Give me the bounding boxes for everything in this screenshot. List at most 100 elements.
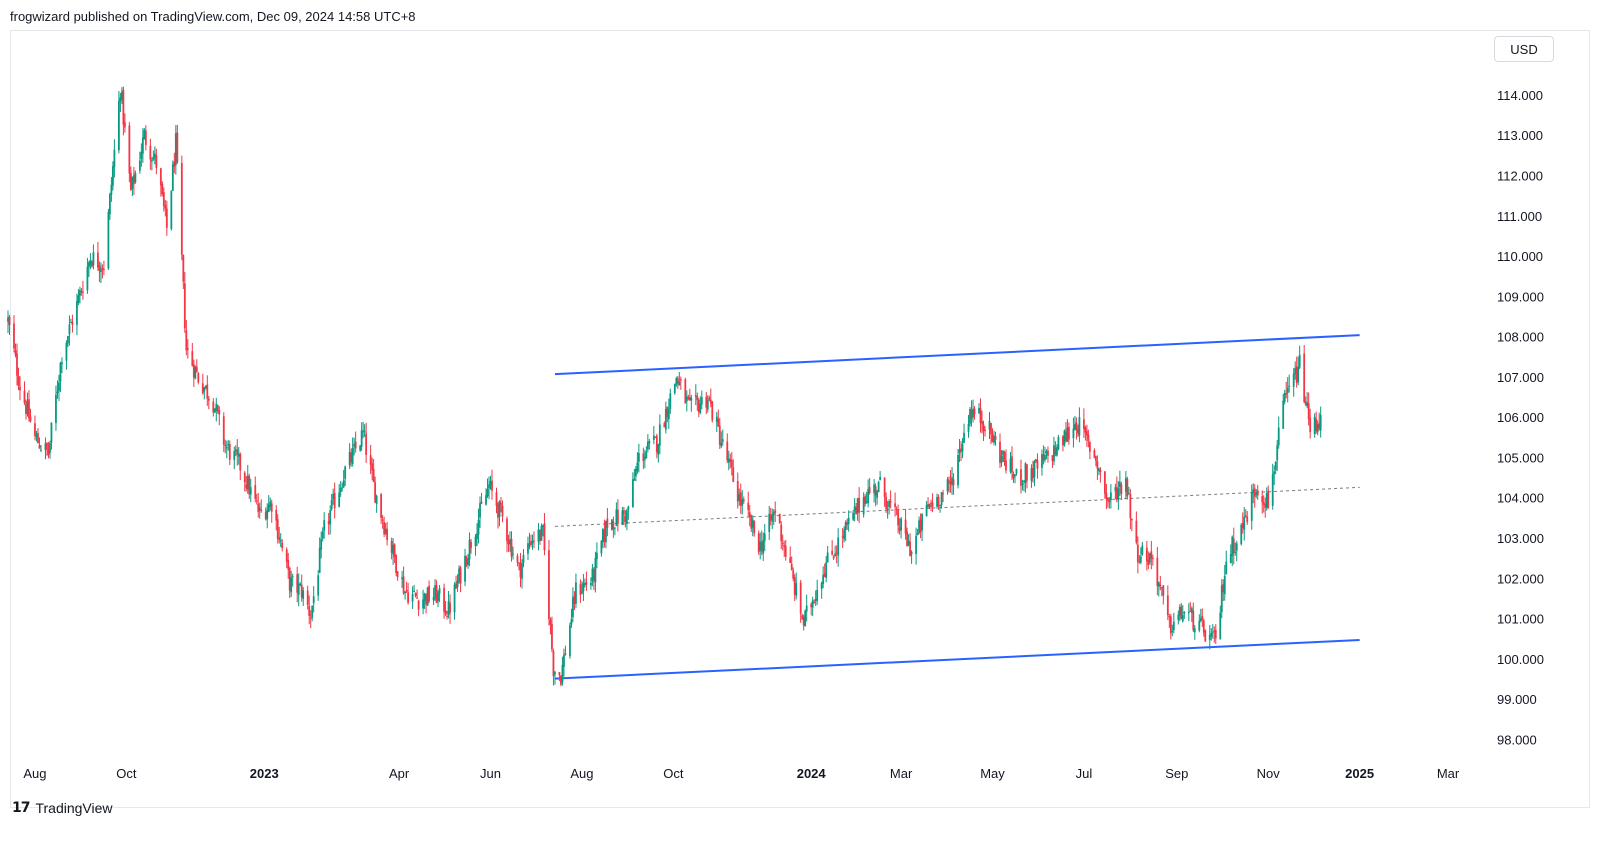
candle-body [784, 545, 787, 557]
candle-body [216, 405, 219, 412]
candle-body [939, 504, 941, 507]
candle-body [804, 610, 807, 627]
candle-body [747, 502, 750, 511]
candle-body [311, 605, 314, 618]
candle-body [80, 290, 83, 292]
candle-body [1127, 493, 1130, 495]
candle-body [1138, 561, 1141, 563]
candle-body [684, 379, 687, 404]
candle-body [396, 571, 399, 578]
candle-body [359, 445, 362, 451]
candle-body [527, 543, 529, 554]
candle-body [143, 129, 146, 139]
candle-body [1012, 473, 1015, 479]
candle-body [591, 568, 594, 582]
candle-body [56, 391, 59, 394]
candle-body [270, 503, 273, 512]
candle-body [488, 484, 490, 489]
candle-body [841, 536, 844, 538]
candle-body [417, 600, 420, 610]
candle-body [501, 505, 504, 517]
candle-body [1277, 427, 1280, 446]
candle-body [906, 531, 908, 547]
candle-body [709, 399, 712, 404]
candle-body [459, 567, 462, 584]
candle-body [1074, 424, 1076, 430]
candle-body [603, 529, 606, 542]
candle-body [814, 598, 817, 602]
candle-body [306, 590, 309, 605]
candle-body [813, 602, 816, 604]
candle-body [1214, 629, 1217, 639]
candle-body [958, 449, 961, 453]
candle-body [264, 511, 267, 520]
candle-body [1252, 489, 1255, 494]
candle-body [1097, 468, 1100, 472]
candle-body [1180, 606, 1183, 620]
candle-body [239, 453, 242, 471]
candle-body [132, 175, 135, 185]
candle-body [1265, 493, 1268, 508]
candle-body [873, 484, 876, 494]
candle-body [990, 423, 992, 435]
candle-body [321, 531, 324, 539]
candle-body [834, 553, 837, 557]
candle-body [793, 577, 796, 595]
candle-body [470, 541, 472, 548]
candle-body [458, 568, 460, 582]
candle-body [622, 510, 625, 515]
candle-body [741, 498, 744, 507]
candle-body [392, 544, 395, 555]
footer-brand[interactable]: 17 TradingView [12, 800, 113, 816]
candle-body [792, 570, 795, 579]
candle-body [138, 160, 141, 171]
candle-body [925, 505, 928, 517]
candle-body [204, 385, 207, 388]
candle-body [1002, 450, 1004, 455]
candle-body [762, 540, 765, 554]
candle-body [1282, 400, 1285, 429]
candle-body [1304, 401, 1307, 405]
candle-body [354, 441, 357, 449]
candle-body [1297, 367, 1300, 383]
candle-body [664, 408, 667, 430]
candle-body [91, 261, 93, 267]
candle-body [309, 617, 312, 619]
candle-body [339, 487, 342, 493]
candle-body [1083, 419, 1085, 430]
candle-body [1041, 454, 1043, 468]
candle-body [654, 436, 657, 438]
candle-body [904, 519, 907, 534]
candle-body [612, 521, 615, 530]
price-tick-label: 99.000 [1497, 692, 1537, 707]
candle-body [874, 486, 877, 496]
candle-body [182, 254, 185, 282]
candle-body [855, 506, 858, 515]
candle-body [679, 379, 682, 381]
candle-body [1021, 483, 1024, 485]
candle-body [1307, 403, 1310, 420]
candle-body [318, 547, 321, 574]
candle-body [1178, 606, 1181, 616]
candle-body [1139, 556, 1142, 563]
candle-body [1103, 471, 1106, 494]
candle-body [228, 443, 231, 460]
candle-body [37, 433, 39, 444]
candle-body [302, 590, 305, 599]
candle-body [750, 515, 753, 529]
candle-body [1000, 455, 1003, 464]
candle-body [826, 552, 829, 563]
candle-body [155, 155, 158, 168]
candle-body [76, 301, 78, 325]
candle-body [510, 538, 513, 557]
candle-body [443, 587, 445, 612]
candle-body [1093, 450, 1096, 458]
candle-body [300, 584, 303, 598]
currency-button[interactable]: USD [1494, 36, 1554, 62]
candle-body [153, 153, 156, 158]
candle-body [984, 429, 986, 431]
channel-midline [554, 486, 1360, 527]
time-tick-label: 2025 [1345, 766, 1374, 781]
candle-body [736, 481, 739, 502]
